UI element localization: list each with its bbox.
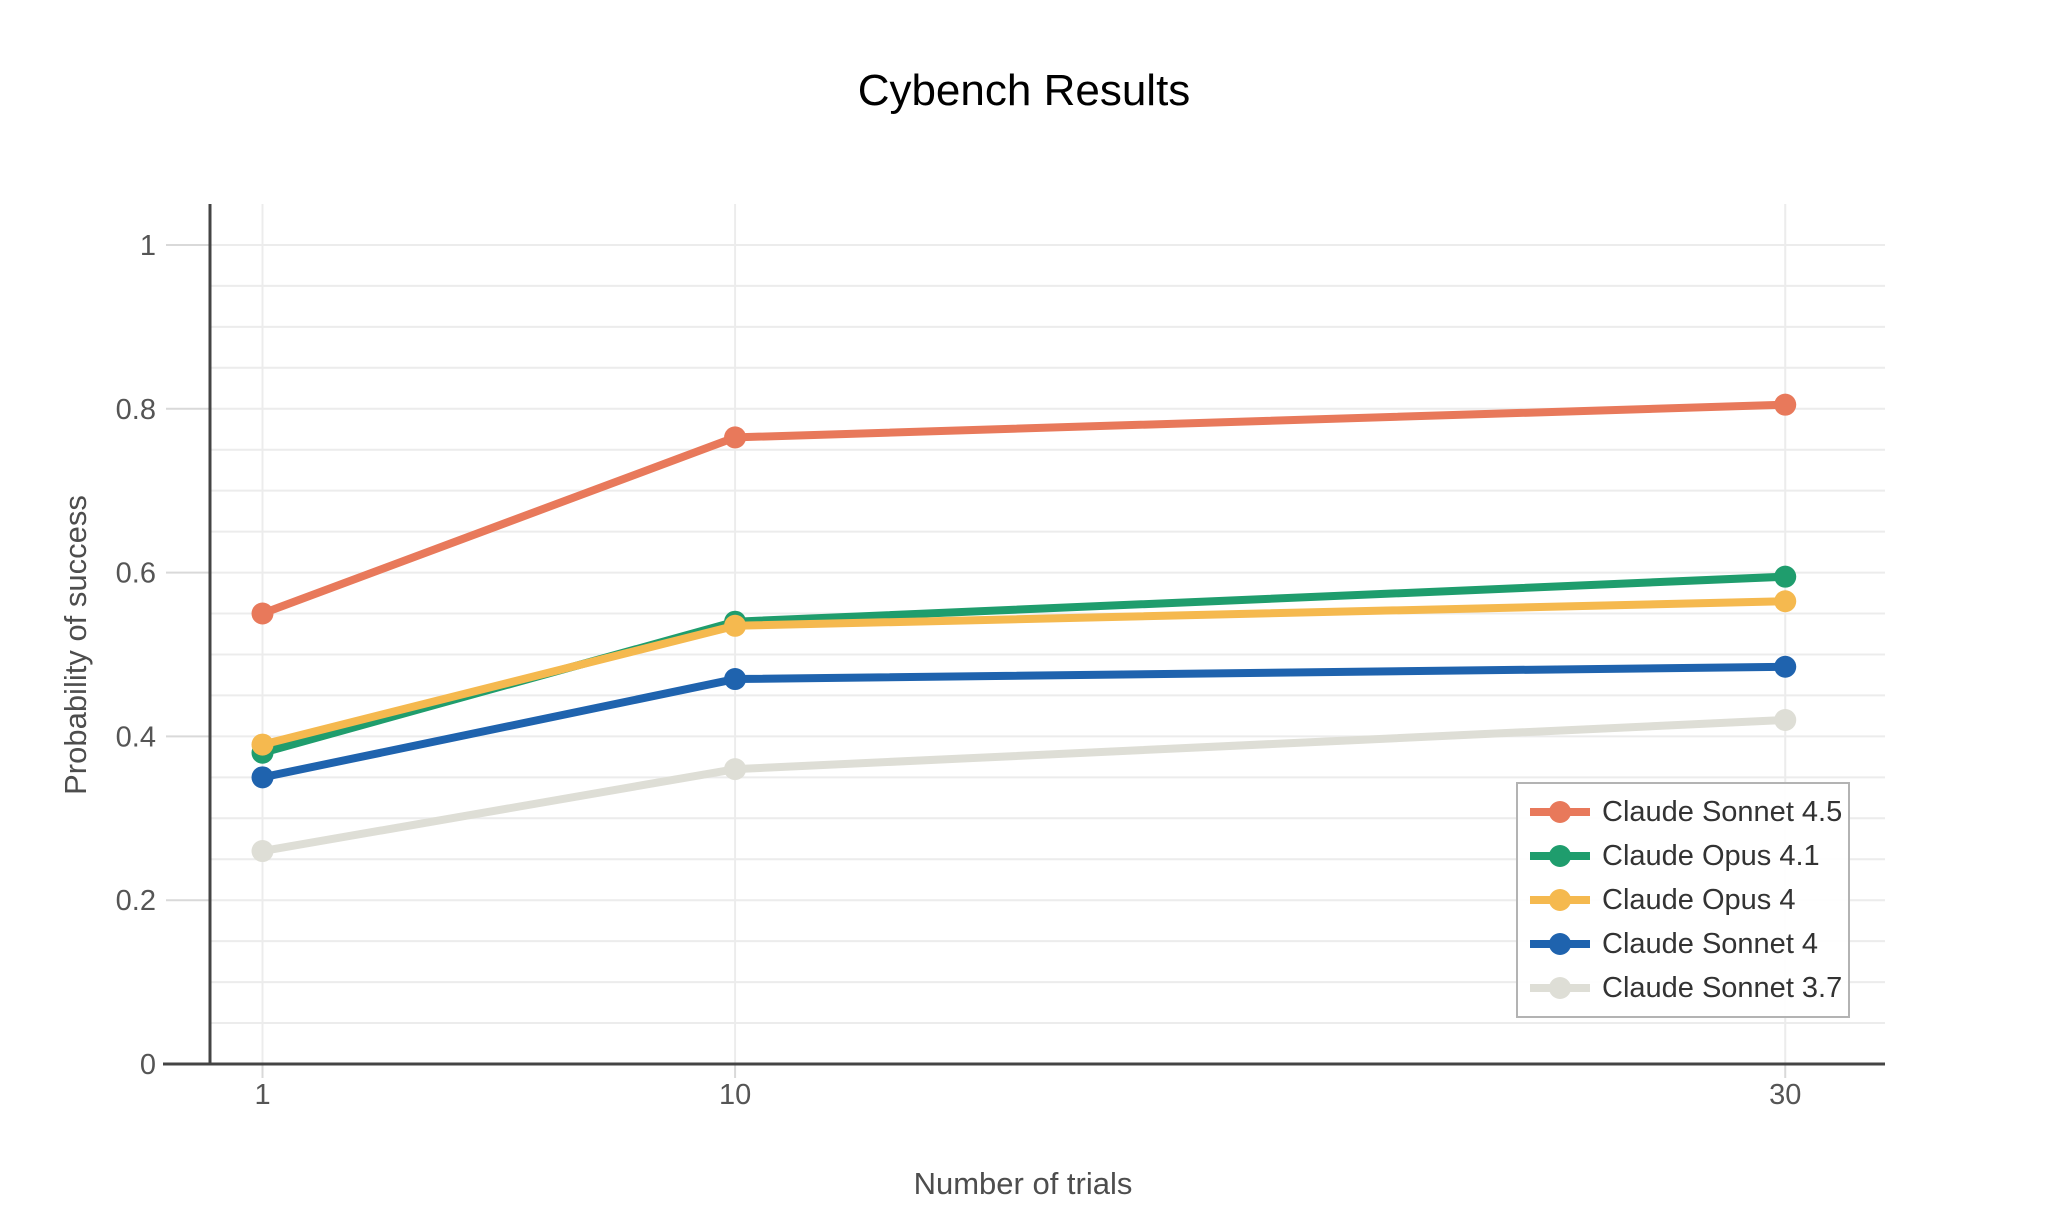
x-tick-label: 1 xyxy=(254,1079,270,1111)
series-marker-0 xyxy=(724,426,747,449)
legend-label: Claude Sonnet 4.5 xyxy=(1602,795,1843,828)
x-tick-label: 30 xyxy=(1769,1079,1801,1111)
legend-label: Claude Opus 4.1 xyxy=(1602,839,1820,872)
series-marker-3 xyxy=(251,766,274,789)
series-marker-2 xyxy=(1774,590,1797,613)
legend-label: Claude Sonnet 4 xyxy=(1602,927,1819,960)
series-marker-4 xyxy=(1774,709,1797,731)
legend-swatch-icon xyxy=(1530,933,1590,955)
y-tick-label: 1 xyxy=(140,230,156,262)
legend: Claude Sonnet 4.5 Claude Opus 4.1 Claude O… xyxy=(1516,782,1850,1018)
chart-title: Cybench Results xyxy=(857,66,1191,115)
legend-swatch-icon xyxy=(1530,889,1590,911)
series-marker-3 xyxy=(1774,655,1797,678)
legend-item-1[interactable]: Claude Opus 4.1 xyxy=(1528,834,1848,878)
series-marker-0 xyxy=(1774,393,1797,416)
x-axis-title: Number of trials xyxy=(913,1166,1133,1201)
series-marker-3 xyxy=(724,668,747,691)
series-marker-4 xyxy=(251,840,274,863)
legend-item-0[interactable]: Claude Sonnet 4.5 xyxy=(1528,790,1848,834)
legend-item-2[interactable]: Claude Opus 4 xyxy=(1528,878,1848,922)
series-marker-2 xyxy=(724,614,747,637)
legend-item-4[interactable]: Claude Sonnet 3.7 xyxy=(1528,966,1848,1010)
y-tick-label: 0.2 xyxy=(116,885,156,917)
legend-swatch-icon xyxy=(1530,845,1590,867)
legend-swatch-icon xyxy=(1530,977,1590,999)
x-tick-label: 10 xyxy=(719,1079,751,1111)
legend-item-3[interactable]: Claude Sonnet 4 xyxy=(1528,922,1848,966)
series-marker-1 xyxy=(1774,565,1797,588)
y-tick-label: 0 xyxy=(140,1049,156,1081)
legend-swatch-icon xyxy=(1530,801,1590,823)
series-marker-2 xyxy=(251,733,274,756)
series-marker-4 xyxy=(724,758,747,781)
y-tick-label: 0.4 xyxy=(116,721,156,753)
legend-label: Claude Sonnet 3.7 xyxy=(1602,971,1843,1004)
series-line-0 xyxy=(258,400,1790,618)
series-marker-0 xyxy=(251,602,274,625)
y-tick-label: 0.8 xyxy=(116,394,156,426)
legend-label: Claude Opus 4 xyxy=(1602,883,1796,916)
y-tick-label: 0.6 xyxy=(116,558,156,590)
